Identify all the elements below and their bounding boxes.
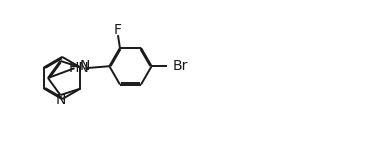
Text: N: N (55, 93, 66, 107)
Text: F: F (114, 23, 122, 37)
Text: N: N (79, 59, 90, 73)
Text: Br: Br (172, 59, 188, 73)
Text: HN: HN (69, 61, 90, 75)
